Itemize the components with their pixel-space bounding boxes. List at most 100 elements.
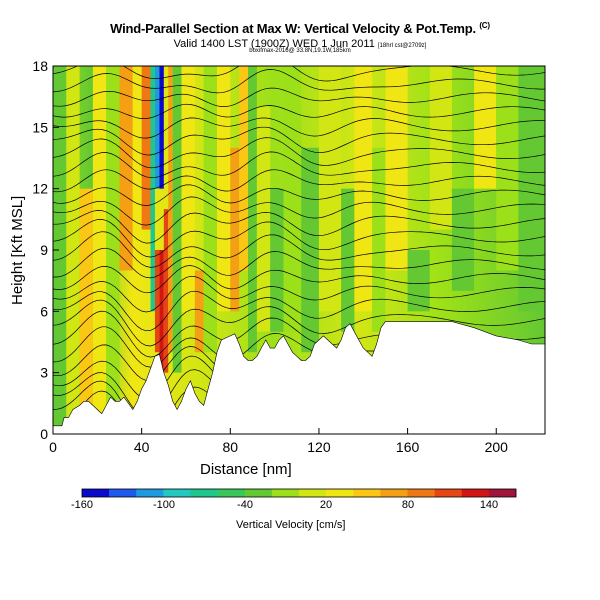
colorbar-swatch: [136, 489, 164, 497]
x-tick-label: 120: [307, 439, 331, 455]
subtitle-note: [18hrl cst@2709z]: [377, 43, 427, 49]
colorbar-swatch: [163, 489, 191, 497]
colorbar-swatch: [380, 489, 408, 497]
y-tick-label: 15: [32, 119, 48, 135]
velocity-band: [217, 66, 231, 312]
velocity-band: [372, 147, 386, 332]
velocity-band: [154, 250, 160, 353]
file-line: boxifmax-2016@ 33.8N,19.1W,185km: [249, 48, 351, 54]
isentrope: [53, 69, 545, 94]
colorbar-swatch: [244, 489, 273, 497]
colorbar-tick-label: 140: [480, 499, 498, 511]
isentrope: [53, 247, 545, 279]
x-tick-label: 200: [485, 439, 509, 455]
velocity-band: [230, 147, 240, 312]
y-tick-label: 3: [40, 365, 48, 381]
isentrope: [53, 275, 545, 313]
isentrope: [53, 169, 545, 193]
velocity-band: [106, 66, 120, 434]
velocity-band: [270, 188, 284, 332]
velocity-band: [159, 66, 164, 189]
y-tick-label: 0: [40, 426, 48, 442]
colorbar: -160 -100 -40 20 80 140: [71, 488, 517, 511]
x-tick-label: 160: [396, 439, 420, 455]
plot-area: [53, 66, 545, 434]
x-tick-label: 40: [134, 439, 150, 455]
velocity-band: [66, 66, 80, 434]
velocity-band: [341, 188, 355, 332]
velocity-band: [163, 209, 169, 373]
velocity-band: [172, 66, 182, 373]
axes: 0 40 80 120 160 200 0 3 6 9 12 15 18: [32, 58, 508, 455]
colorbar-swatch: [82, 489, 110, 497]
x-tick-label: 0: [49, 439, 57, 455]
y-tick-label: 18: [32, 58, 48, 74]
velocity-band: [159, 250, 164, 373]
y-axis-label: Height [Kft MSL]: [9, 196, 26, 305]
velocity-band: [283, 66, 302, 332]
isentrope: [53, 87, 545, 107]
y-tick-label: 9: [40, 242, 48, 258]
colorbar-swatch: [434, 489, 463, 497]
chart-subtitle: Valid 1400 LST (1900Z) WED 1 Jun 2011 [1…: [173, 38, 427, 50]
velocity-band: [92, 66, 107, 434]
colorbar-swatch: [488, 489, 517, 497]
velocity-band: [203, 66, 217, 353]
velocity-band: [141, 66, 151, 230]
velocity-band: [407, 250, 430, 312]
velocity-band: [496, 66, 519, 271]
velocity-band: [256, 106, 271, 332]
isentrope: [53, 137, 545, 169]
velocity-band: [53, 66, 67, 434]
isentrope: [53, 126, 545, 156]
velocity-band: [239, 66, 249, 271]
colorbar-tick-label: -160: [71, 499, 93, 511]
colorbar-swatch: [190, 489, 218, 497]
colorbar-swatch: [326, 489, 354, 497]
x-axis-label: Distance [nm]: [200, 461, 292, 478]
isentrope: [53, 151, 545, 179]
velocity-band: [318, 66, 342, 312]
vertical-velocity-field: [53, 66, 545, 434]
isentrope: [53, 265, 545, 294]
colorbar-tick-label: 20: [320, 499, 332, 511]
velocity-band: [79, 188, 93, 434]
velocity-band: [354, 66, 373, 312]
isentrope: [53, 231, 545, 268]
isentrope: [53, 66, 545, 82]
isentrope: [53, 196, 545, 226]
colorbar-label: Vertical Velocity [cm/s]: [236, 519, 345, 531]
terrain-mask: [53, 321, 545, 434]
isentrope: [53, 290, 545, 332]
colorbar-swatch: [407, 489, 435, 497]
colorbar-swatch: [109, 489, 137, 497]
velocity-band: [518, 66, 545, 312]
isentrope: [53, 219, 545, 258]
colorbar-swatch: [271, 489, 300, 497]
chart-title: Wind-Parallel Section at Max W: Vertical…: [110, 21, 490, 36]
colorbar-swatch: [217, 489, 246, 497]
velocity-band: [194, 270, 204, 353]
colorbar-swatch: [461, 489, 490, 497]
title-mark: (C): [479, 21, 490, 30]
velocity-band: [154, 66, 160, 189]
velocity-band: [474, 66, 497, 189]
isentrope: [53, 184, 545, 206]
velocity-band: [301, 147, 319, 353]
velocity-band: [181, 66, 195, 312]
x-tick-label: 80: [223, 439, 239, 455]
velocity-band: [429, 66, 452, 230]
colorbar-tick-label: -40: [237, 499, 253, 511]
y-tick-label: 12: [32, 181, 48, 197]
isentrope: [53, 299, 545, 347]
isentrope: [53, 210, 545, 244]
colorbar-swatch: [299, 489, 327, 497]
isentrope: [53, 117, 545, 139]
colorbar-swatch: [353, 489, 381, 497]
velocity-band: [119, 66, 133, 271]
velocity-band: [248, 66, 257, 353]
velocity-band: [132, 66, 142, 434]
y-tick-label: 6: [40, 303, 48, 319]
colorbar-tick-label: -100: [153, 499, 175, 511]
